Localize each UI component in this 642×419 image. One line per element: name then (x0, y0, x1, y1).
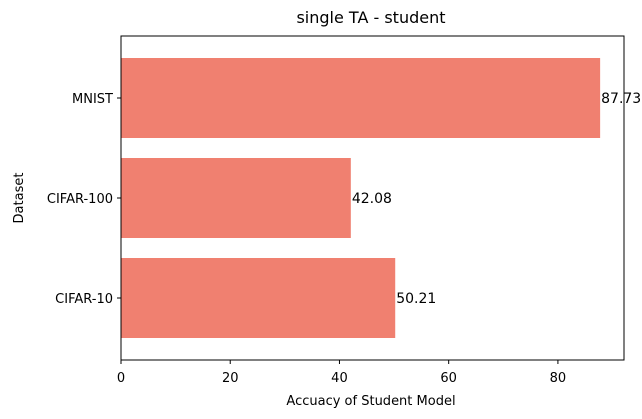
bar (121, 258, 396, 338)
data-label: 87.73 (601, 91, 641, 107)
x-axis-label: Accuacy of Student Model (286, 394, 455, 409)
ticks-layer: CIFAR-10 CIFAR-100 MNIST 0 20 40 60 80 (47, 92, 566, 386)
y-tick-label: MNIST (72, 92, 113, 107)
x-tick-label: 20 (222, 371, 239, 386)
x-tick-label: 60 (440, 371, 457, 386)
x-tick-label: 80 (550, 371, 567, 386)
bars-layer: 50.21 42.08 87.73 (121, 58, 641, 338)
bar (121, 58, 601, 138)
y-tick-label: CIFAR-100 (47, 192, 113, 207)
x-tick-label: 40 (331, 371, 348, 386)
y-axis-label: Dataset (12, 173, 27, 224)
y-tick-label: CIFAR-10 (55, 292, 113, 307)
chart-title: single TA - student (296, 8, 445, 27)
x-tick-label: 0 (117, 371, 125, 386)
data-label: 50.21 (396, 291, 436, 307)
data-label: 42.08 (352, 191, 392, 207)
bar (121, 158, 351, 238)
